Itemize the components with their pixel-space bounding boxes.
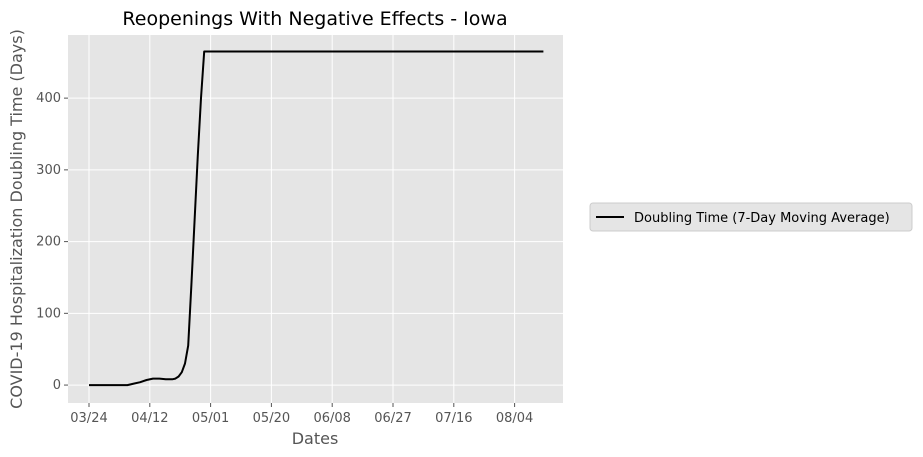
series-line bbox=[89, 50, 544, 387]
plot-background bbox=[68, 35, 563, 403]
chart-title: Reopenings With Negative Effects - Iowa bbox=[122, 8, 507, 30]
x-tick-label: 03/24 bbox=[70, 411, 107, 426]
x-ticks: 03/24 04/12 05/01 05/20 06/08 06/27 07/16 08/04 bbox=[70, 403, 533, 426]
x-axis-label: Dates bbox=[292, 429, 339, 448]
x-tick-label: 05/01 bbox=[192, 411, 229, 426]
x-tick-label: 06/27 bbox=[374, 411, 411, 426]
x-tick-label: 06/08 bbox=[313, 411, 350, 426]
x-tick-label: 05/20 bbox=[253, 411, 290, 426]
x-tick-label: 04/12 bbox=[131, 411, 168, 426]
legend: Doubling Time (7-Day Moving Average) bbox=[589, 202, 913, 232]
y-tick-label: 400 bbox=[36, 91, 61, 106]
y-ticks: 0 100 200 300 400 bbox=[36, 91, 68, 393]
series-layer bbox=[89, 50, 544, 387]
y-tick-label: 100 bbox=[36, 306, 61, 321]
y-tick-label: 200 bbox=[36, 235, 61, 250]
y-tick-label: 0 bbox=[53, 378, 61, 393]
x-tick-label: 08/04 bbox=[496, 411, 533, 426]
legend-entry: Doubling Time (7-Day Moving Average) bbox=[634, 211, 890, 226]
y-tick-label: 300 bbox=[36, 163, 61, 178]
y-axis-label: COVID-19 Hospitalization Doubling Time (… bbox=[7, 29, 26, 409]
x-tick-label: 07/16 bbox=[435, 411, 472, 426]
legend-box bbox=[589, 202, 913, 232]
grid bbox=[68, 35, 563, 403]
